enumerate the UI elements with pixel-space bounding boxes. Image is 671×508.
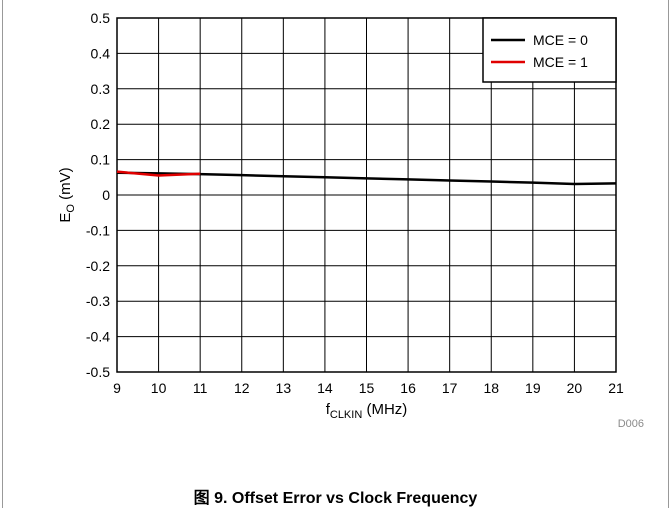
y-tick-label: -0.4 xyxy=(86,329,110,345)
x-tick-label: 9 xyxy=(113,380,121,396)
y-axis-label: EO (mV) xyxy=(57,167,77,222)
legend-box xyxy=(482,17,617,83)
x-tick-label: 14 xyxy=(317,380,333,396)
legend: MCE = 0 MCE = 1 xyxy=(482,17,617,83)
x-tick-label: 19 xyxy=(525,380,541,396)
right-border xyxy=(668,0,669,508)
y-label-unit: (mV) xyxy=(57,167,74,204)
y-tick-label: 0.5 xyxy=(91,10,111,26)
legend-items: MCE = 0 MCE = 1 xyxy=(491,32,588,70)
x-tick-label: 21 xyxy=(608,380,624,396)
x-tick-label: 16 xyxy=(400,380,416,396)
offset-error-chart: 9 10 11 12 13 14 15 16 17 18 19 20 21 0.50.40.30.20.… xyxy=(57,10,644,430)
x-label-subscript: CLKIN xyxy=(330,409,362,421)
x-tick-labels: 9 10 11 12 13 14 15 16 17 18 19 20 21 xyxy=(113,380,624,396)
y-tick-label: -0.2 xyxy=(86,258,110,274)
series-layer xyxy=(116,170,617,186)
y-tick-label: 0.2 xyxy=(91,116,111,132)
series-line xyxy=(116,170,201,177)
figure-caption: 图 9. Offset Error vs Clock Frequency xyxy=(193,490,478,507)
x-tick-label: 18 xyxy=(483,380,499,396)
x-tick-label: 12 xyxy=(234,380,250,396)
y-tick-label: 0.1 xyxy=(91,152,111,168)
x-tick-label: 11 xyxy=(193,380,208,396)
x-tick-label: 17 xyxy=(442,380,458,396)
x-tick-label: 10 xyxy=(151,380,167,396)
x-label-unit: (MHz) xyxy=(362,401,407,418)
x-tick-label: 13 xyxy=(276,380,292,396)
y-tick-label: 0 xyxy=(102,187,110,203)
legend-label: MCE = 0 xyxy=(533,32,588,48)
y-tick-label: -0.3 xyxy=(86,293,110,309)
y-tick-label: -0.1 xyxy=(86,222,110,238)
y-tick-labels: 0.5 0.4 0.3 0.2 0.1 0 -0.1 -0.2 -0.3 -0.4 -0.5 xyxy=(86,10,110,380)
legend-label: MCE = 1 xyxy=(533,54,588,70)
figure-code: D006 xyxy=(618,418,644,430)
x-label-main: f xyxy=(326,401,331,418)
left-border xyxy=(2,0,3,508)
y-tick-label: 0.3 xyxy=(91,81,111,97)
plot-border xyxy=(116,17,617,373)
y-tick-label: -0.5 xyxy=(86,364,110,380)
x-tick-label: 20 xyxy=(567,380,583,396)
y-label-main: E xyxy=(57,213,74,223)
x-axis-label: fCLKIN (MHz) xyxy=(326,401,408,421)
y-label-subscript: O xyxy=(65,204,77,213)
x-tick-label: 15 xyxy=(359,380,375,396)
y-tick-label: 0.4 xyxy=(91,45,111,61)
